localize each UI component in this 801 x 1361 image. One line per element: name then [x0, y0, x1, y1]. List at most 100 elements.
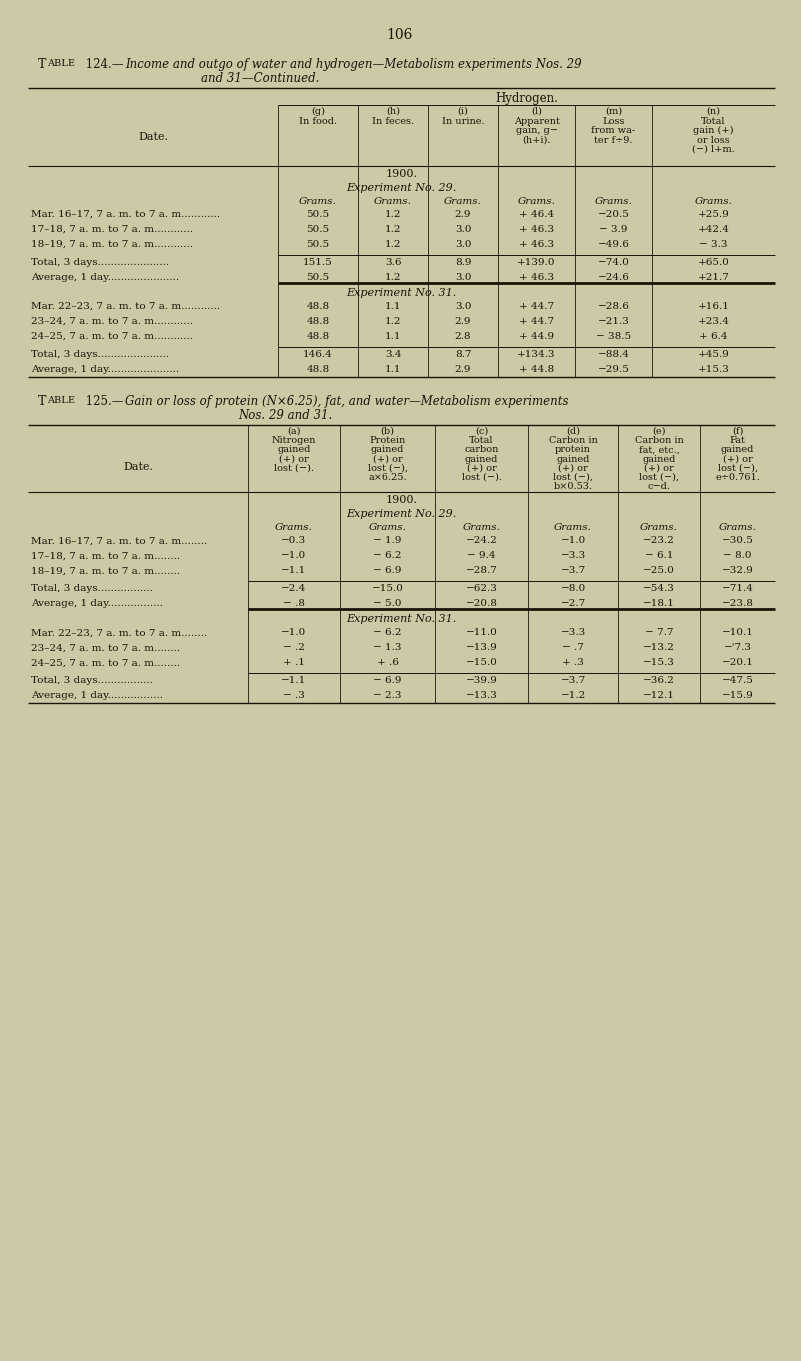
Text: Grams.: Grams. [517, 197, 555, 206]
Text: − 9.4: − 9.4 [467, 551, 496, 561]
Text: (g): (g) [311, 108, 325, 116]
Text: 50.5: 50.5 [307, 240, 329, 249]
Text: Total: Total [701, 117, 726, 125]
Text: 23–24, 7 a. m. to 7 a. m............: 23–24, 7 a. m. to 7 a. m............ [31, 317, 193, 327]
Text: lost (−),: lost (−), [718, 464, 758, 472]
Text: 125.—: 125.— [82, 395, 123, 408]
Text: In food.: In food. [299, 117, 337, 125]
Text: Experiment No. 29.: Experiment No. 29. [346, 182, 457, 193]
Text: Hydrogen.: Hydrogen. [495, 93, 558, 105]
Text: Grams.: Grams. [462, 524, 501, 532]
Text: − .7: − .7 [562, 644, 584, 652]
Text: + 46.4: + 46.4 [519, 210, 554, 219]
Text: 3.0: 3.0 [455, 302, 471, 312]
Text: −11.0: −11.0 [465, 629, 497, 637]
Text: 8.9: 8.9 [455, 259, 471, 267]
Text: 3.0: 3.0 [455, 274, 471, 282]
Text: T: T [38, 59, 46, 71]
Text: 1.2: 1.2 [384, 240, 401, 249]
Text: Grams.: Grams. [374, 197, 412, 206]
Text: −15.9: −15.9 [722, 691, 754, 701]
Text: 23–24, 7 a. m. to 7 a. m........: 23–24, 7 a. m. to 7 a. m........ [31, 644, 180, 652]
Text: c−d.: c−d. [647, 482, 670, 491]
Text: Date.: Date. [138, 132, 168, 142]
Text: Grams.: Grams. [694, 197, 732, 206]
Text: gained: gained [371, 445, 405, 455]
Text: −1.0: −1.0 [281, 629, 307, 637]
Text: 2.9: 2.9 [455, 365, 471, 374]
Text: (m): (m) [605, 108, 622, 116]
Text: − 6.9: − 6.9 [373, 566, 402, 576]
Text: 1.2: 1.2 [384, 210, 401, 219]
Text: + 44.9: + 44.9 [519, 332, 554, 342]
Text: (+) or: (+) or [279, 455, 309, 464]
Text: Grams.: Grams. [275, 524, 313, 532]
Text: (+) or: (+) or [644, 464, 674, 472]
Text: −3.7: −3.7 [561, 676, 586, 686]
Text: − 38.5: − 38.5 [596, 332, 631, 342]
Text: 50.5: 50.5 [307, 274, 329, 282]
Text: Average, 1 day......................: Average, 1 day...................... [31, 365, 179, 374]
Text: lost (−),: lost (−), [553, 474, 593, 482]
Text: lost (−).: lost (−). [461, 474, 501, 482]
Text: Grams.: Grams. [299, 197, 337, 206]
Text: +16.1: +16.1 [698, 302, 730, 312]
Text: + .3: + .3 [562, 659, 584, 667]
Text: 1900.: 1900. [385, 495, 417, 505]
Text: + .6: + .6 [376, 659, 398, 667]
Text: lost (−).: lost (−). [274, 464, 314, 472]
Text: − 1.9: − 1.9 [373, 536, 402, 546]
Text: −36.2: −36.2 [643, 676, 675, 686]
Text: from wa-: from wa- [591, 127, 635, 135]
Text: 151.5: 151.5 [303, 259, 333, 267]
Text: 106: 106 [387, 29, 413, 42]
Text: 1900.: 1900. [385, 169, 417, 180]
Text: a×6.25.: a×6.25. [368, 474, 407, 482]
Text: Average, 1 day.................: Average, 1 day................. [31, 691, 163, 701]
Text: b×0.53.: b×0.53. [553, 482, 593, 491]
Text: −49.6: −49.6 [598, 240, 630, 249]
Text: −28.7: −28.7 [465, 566, 497, 576]
Text: 2.9: 2.9 [455, 210, 471, 219]
Text: Total: Total [469, 436, 493, 445]
Text: (n): (n) [706, 108, 721, 116]
Text: −74.0: −74.0 [598, 259, 630, 267]
Text: Carbon in: Carbon in [634, 436, 683, 445]
Text: Protein: Protein [369, 436, 405, 445]
Text: and 31—Continued.: and 31—Continued. [201, 72, 319, 84]
Text: (e): (e) [652, 427, 666, 436]
Text: +134.3: +134.3 [517, 350, 556, 359]
Text: −2.4: −2.4 [281, 584, 307, 593]
Text: In urine.: In urine. [441, 117, 485, 125]
Text: 48.8: 48.8 [307, 332, 329, 342]
Text: −0.3: −0.3 [281, 536, 307, 546]
Text: 1.2: 1.2 [384, 274, 401, 282]
Text: −13.2: −13.2 [643, 644, 675, 652]
Text: 24–25, 7 a. m. to 7 a. m............: 24–25, 7 a. m. to 7 a. m............ [31, 332, 193, 342]
Text: −1.0: −1.0 [561, 536, 586, 546]
Text: −21.3: −21.3 [598, 317, 630, 327]
Text: (l): (l) [531, 108, 542, 116]
Text: Nitrogen: Nitrogen [272, 436, 316, 445]
Text: −10.1: −10.1 [722, 629, 754, 637]
Text: Fat: Fat [730, 436, 746, 445]
Text: −20.8: −20.8 [465, 599, 497, 608]
Text: +21.7: +21.7 [698, 274, 730, 282]
Text: gained: gained [721, 445, 755, 455]
Text: 3.0: 3.0 [455, 240, 471, 249]
Text: Experiment No. 31.: Experiment No. 31. [346, 289, 457, 298]
Text: + 44.8: + 44.8 [519, 365, 554, 374]
Text: 8.7: 8.7 [455, 350, 471, 359]
Text: ter f÷9.: ter f÷9. [594, 136, 633, 144]
Text: −25.0: −25.0 [643, 566, 675, 576]
Text: ABLE: ABLE [47, 59, 75, 68]
Text: 2.9: 2.9 [455, 317, 471, 327]
Text: (+) or: (+) or [723, 455, 752, 464]
Text: 2.8: 2.8 [455, 332, 471, 342]
Text: 50.5: 50.5 [307, 210, 329, 219]
Text: (a): (a) [288, 427, 300, 436]
Text: lost (−),: lost (−), [368, 464, 408, 472]
Text: gain (+): gain (+) [693, 127, 734, 135]
Text: −39.9: −39.9 [465, 676, 497, 686]
Text: (+) or: (+) or [467, 464, 497, 472]
